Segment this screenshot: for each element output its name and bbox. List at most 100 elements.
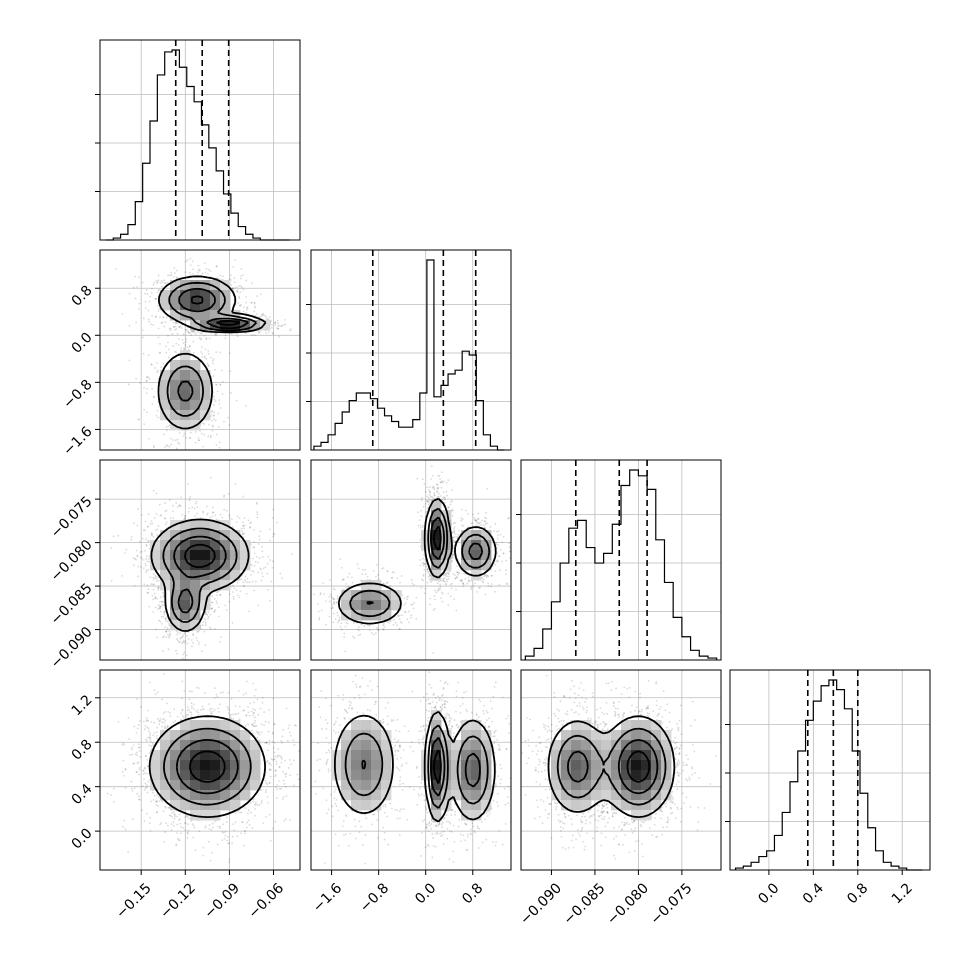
scatter-point xyxy=(245,404,247,407)
scatter-point xyxy=(172,821,175,823)
scatter-point xyxy=(622,714,624,717)
scatter-point xyxy=(376,685,379,688)
scatter-point xyxy=(386,570,389,572)
scatter-point xyxy=(253,301,256,304)
density-cell xyxy=(451,760,462,771)
scatter-point xyxy=(564,712,567,715)
density-cell xyxy=(210,720,221,731)
scatter-point xyxy=(167,633,169,636)
density-cell xyxy=(601,750,612,761)
scatter-point xyxy=(265,316,267,318)
scatter-point xyxy=(592,813,595,816)
scatter-point xyxy=(211,424,214,427)
scatter-point xyxy=(628,823,631,826)
x-tick-label: −0.15 xyxy=(113,880,155,922)
scatter-point xyxy=(179,632,182,634)
scatter-point xyxy=(441,707,443,710)
scatter-point xyxy=(146,584,149,587)
scatter-point xyxy=(639,692,642,695)
scatter-point xyxy=(505,582,508,585)
scatter-point xyxy=(165,426,168,428)
density-cell xyxy=(200,520,211,531)
scatter-point xyxy=(647,679,650,682)
scatter-point xyxy=(324,623,327,626)
scatter-point xyxy=(620,829,623,832)
scatter-point xyxy=(354,674,357,677)
scatter-point xyxy=(444,706,446,709)
scatter-point xyxy=(617,714,620,716)
scatter-point xyxy=(407,595,410,598)
scatter-point xyxy=(278,754,281,757)
scatter-point xyxy=(193,703,195,706)
scatter-point xyxy=(362,844,365,846)
scatter-point xyxy=(567,846,570,849)
scatter-point xyxy=(186,706,189,709)
scatter-point xyxy=(258,331,261,333)
density-cell xyxy=(561,770,572,781)
scatter-point xyxy=(255,501,258,504)
scatter-point xyxy=(441,481,444,484)
scatter-point xyxy=(507,732,510,734)
scatter-point xyxy=(204,619,207,621)
scatter-point xyxy=(484,725,487,728)
scatter-point xyxy=(170,829,173,831)
scatter-point xyxy=(193,708,196,711)
scatter-point xyxy=(242,709,245,712)
scatter-point xyxy=(413,788,415,791)
density-cell xyxy=(160,570,171,581)
scatter-point xyxy=(345,833,347,836)
scatter-point xyxy=(564,816,567,819)
scatter-point xyxy=(498,745,501,748)
scatter-point xyxy=(384,805,387,808)
scatter-point xyxy=(191,707,193,710)
scatter-point xyxy=(543,726,546,729)
scatter-point xyxy=(159,620,162,623)
scatter-point xyxy=(141,785,144,787)
scatter-point xyxy=(465,690,467,693)
scatter-point xyxy=(655,704,658,707)
scatter-point xyxy=(439,706,442,709)
scatter-point xyxy=(382,826,385,829)
scatter-point xyxy=(393,618,395,621)
scatter-point xyxy=(556,802,559,804)
scatter-point xyxy=(158,720,161,723)
scatter-point xyxy=(329,600,331,603)
density-cell xyxy=(190,740,201,751)
scatter-point xyxy=(618,713,621,716)
scatter-point xyxy=(177,819,180,822)
density-cell xyxy=(220,560,231,571)
scatter-point xyxy=(150,721,152,723)
scatter-point xyxy=(430,477,433,480)
scatter-point xyxy=(369,680,372,682)
scatter-point xyxy=(442,843,445,845)
scatter-point xyxy=(240,832,242,835)
scatter-point xyxy=(445,482,448,484)
scatter-point xyxy=(688,776,691,779)
scatter-point xyxy=(228,278,231,280)
scatter-point xyxy=(410,579,413,581)
scatter-point xyxy=(115,268,118,270)
scatter-point xyxy=(601,711,603,714)
density-cell xyxy=(170,280,181,291)
scatter-point xyxy=(151,315,154,317)
scatter-point xyxy=(146,726,148,729)
scatter-point xyxy=(269,559,272,561)
scatter-point xyxy=(431,474,434,477)
scatter-point xyxy=(580,819,582,822)
scatter-point xyxy=(261,572,263,574)
scatter-point xyxy=(252,701,255,704)
scatter-point xyxy=(153,597,156,600)
scatter-point xyxy=(469,580,471,582)
scatter-point xyxy=(259,530,262,533)
density-cell xyxy=(240,750,251,761)
scatter-point xyxy=(240,578,243,581)
scatter-point xyxy=(242,693,245,696)
scatter-point xyxy=(217,606,220,609)
density-cell xyxy=(471,800,482,811)
scatter-point xyxy=(174,350,176,353)
scatter-point xyxy=(419,725,422,728)
scatter-point xyxy=(447,724,450,727)
scatter-point xyxy=(431,856,434,859)
density-cell xyxy=(180,740,191,751)
scatter-point xyxy=(498,584,501,586)
